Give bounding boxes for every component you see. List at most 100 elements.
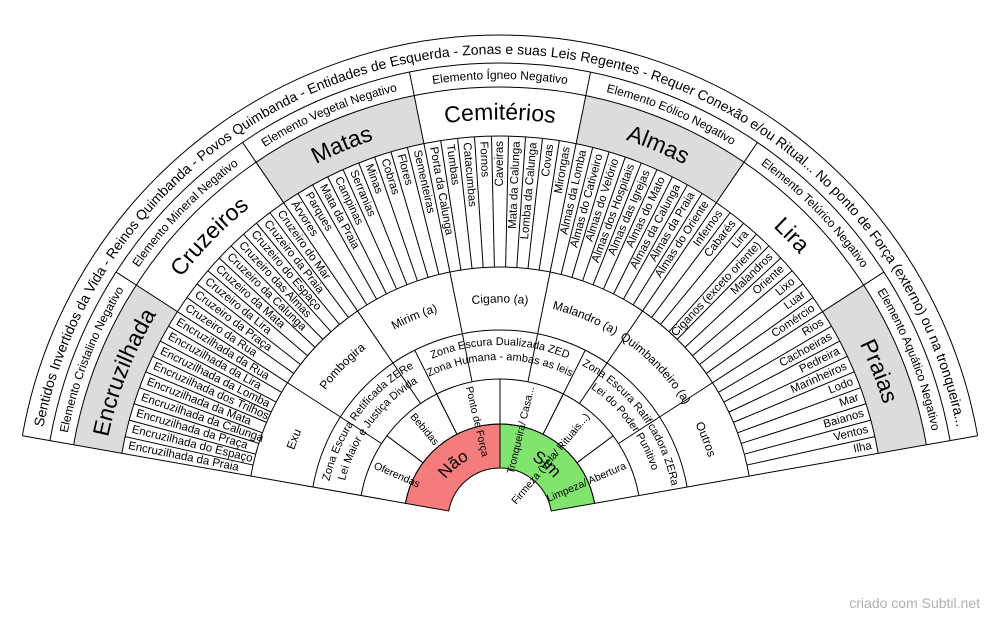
item-divider xyxy=(737,387,861,434)
item-divider xyxy=(613,176,673,295)
ritual-divider xyxy=(576,435,614,464)
item-divider xyxy=(740,403,867,444)
ring-line xyxy=(73,86,927,445)
sector-divider xyxy=(408,71,451,273)
sector-shade xyxy=(73,285,178,454)
item-divider xyxy=(668,233,757,333)
item-divider xyxy=(684,257,782,348)
entity-divider xyxy=(527,271,551,382)
item-divider xyxy=(746,436,875,466)
sector-divider xyxy=(115,271,288,384)
item-divider xyxy=(139,387,263,434)
item-divider xyxy=(527,138,543,269)
item-divider xyxy=(623,184,688,300)
ring-line xyxy=(21,34,979,436)
ritual-label: Oferendas xyxy=(372,460,422,490)
item-divider xyxy=(660,222,744,325)
sector-divider xyxy=(242,142,358,312)
ritual-divider xyxy=(542,393,564,435)
item-divider xyxy=(152,355,272,413)
item-divider xyxy=(457,138,473,269)
item-divider xyxy=(207,270,308,357)
item-divider xyxy=(269,212,349,318)
entity-divider xyxy=(579,310,643,404)
item-divider xyxy=(358,162,408,285)
item-divider xyxy=(186,297,295,374)
item-divider xyxy=(230,245,324,340)
ring-line xyxy=(121,135,879,454)
item-divider xyxy=(374,156,418,282)
ring-line xyxy=(49,62,951,441)
sector-shade xyxy=(822,285,927,454)
entity-divider xyxy=(287,382,382,444)
item-divider xyxy=(718,325,832,393)
entity-label: Mirim (a) xyxy=(389,301,439,333)
item-divider xyxy=(582,156,626,282)
item-divider xyxy=(473,136,484,268)
sector-item: Covas xyxy=(540,143,556,177)
item-divider xyxy=(699,283,804,365)
entity-label: Exu xyxy=(284,427,305,452)
entity-label: Pombogira xyxy=(317,340,368,392)
item-divider xyxy=(297,193,368,306)
item-divider xyxy=(632,193,703,306)
item-divider xyxy=(490,136,495,268)
item-divider xyxy=(196,283,301,365)
sector-item: Ilha xyxy=(852,440,873,456)
item-divider xyxy=(723,340,840,403)
sector-title: Lira xyxy=(770,212,816,258)
credit-text: criado com Subtil.net xyxy=(849,595,980,611)
ritual-divider xyxy=(386,435,424,464)
item-divider xyxy=(218,257,316,348)
item-divider xyxy=(133,403,260,444)
item-divider xyxy=(256,222,340,325)
item-divider xyxy=(312,184,377,300)
ring-line xyxy=(404,423,596,504)
sector-item: Mata da Calunga xyxy=(507,141,523,230)
item-divider xyxy=(168,325,282,393)
ritual-label: Bebidas xyxy=(408,411,442,448)
entity-label: Cigano (a) xyxy=(471,291,530,307)
item-divider xyxy=(129,419,256,455)
item-divider xyxy=(505,136,510,268)
chart-left-edge xyxy=(22,435,406,504)
sector-item: Caveiras xyxy=(494,141,506,187)
ring-line xyxy=(250,266,750,477)
entity-label: Outros xyxy=(693,419,719,458)
sector-item: Catacumbas xyxy=(460,142,478,208)
entity-divider xyxy=(357,310,421,404)
item-divider xyxy=(676,245,770,340)
item-divider xyxy=(390,151,429,278)
item-divider xyxy=(728,355,848,413)
sector-divider xyxy=(712,271,885,384)
item-divider xyxy=(342,169,398,290)
item-divider xyxy=(160,340,277,403)
chart-right-edge xyxy=(594,435,978,504)
sector-divider xyxy=(642,142,758,312)
sector-divider xyxy=(549,71,592,273)
sector-shade xyxy=(576,95,744,203)
item-divider xyxy=(571,151,610,278)
item-divider xyxy=(744,419,871,455)
item-divider xyxy=(602,169,658,290)
item-divider xyxy=(651,212,731,318)
item-divider xyxy=(733,371,855,423)
item-divider xyxy=(560,147,594,275)
ring-line xyxy=(360,378,640,496)
sector-item: Tumbas xyxy=(444,144,461,187)
ring-line xyxy=(312,329,688,488)
item-divider xyxy=(538,140,560,271)
item-divider xyxy=(145,371,267,423)
item-divider xyxy=(592,162,642,285)
sector-element-label: Elemento Ígneo Negativo xyxy=(431,67,569,87)
item-divider xyxy=(440,140,462,271)
item-divider xyxy=(705,297,814,374)
sector-item: Fornos xyxy=(477,141,491,178)
sector-item: Ciganos (exceto oriente) xyxy=(669,239,764,339)
ritual-divider xyxy=(436,393,458,435)
sector-shade xyxy=(256,95,424,203)
entity-label: Malandro (a) xyxy=(551,298,620,338)
item-divider xyxy=(406,147,440,275)
item-divider xyxy=(243,233,332,333)
